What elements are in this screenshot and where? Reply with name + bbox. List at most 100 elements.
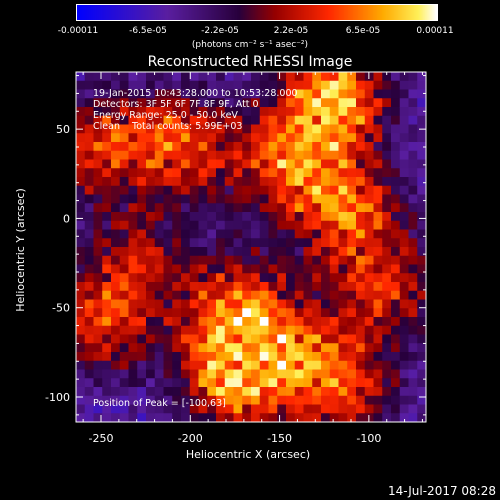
heatmap-cell	[321, 273, 331, 283]
heatmap-cell	[128, 369, 138, 379]
heatmap-cell	[93, 395, 103, 405]
heatmap-cell	[207, 107, 217, 117]
heatmap-cell	[76, 72, 86, 82]
heatmap-cell	[146, 185, 156, 195]
heatmap-cell	[277, 89, 287, 99]
heatmap-cell	[137, 404, 147, 414]
heatmap-cell	[259, 220, 269, 230]
heatmap-cell	[76, 98, 86, 108]
heatmap-cell	[207, 413, 217, 423]
heatmap-cell	[137, 229, 147, 239]
heatmap-cell	[373, 80, 383, 90]
heatmap-cell	[172, 404, 182, 414]
heatmap-cell	[216, 369, 226, 379]
heatmap-cell	[137, 378, 147, 388]
heatmap-cell	[154, 282, 164, 292]
heatmap-cell	[399, 255, 409, 265]
heatmap-cell	[181, 142, 191, 152]
heatmap-cell	[259, 150, 269, 160]
heatmap-cell	[408, 387, 418, 397]
heatmap-cell	[408, 325, 418, 335]
heatmap-cell	[408, 299, 418, 309]
heatmap-cell	[268, 212, 278, 222]
heatmap-cell	[373, 360, 383, 370]
heatmap-cell	[233, 282, 243, 292]
heatmap-cell	[294, 80, 304, 90]
heatmap-cell	[198, 115, 208, 125]
heatmap-cell	[189, 395, 199, 405]
heatmap-cell	[251, 317, 261, 327]
heatmap-cell	[373, 264, 383, 274]
heatmap-cell	[76, 142, 86, 152]
heatmap-cell	[207, 150, 217, 160]
heatmap-cell	[224, 133, 234, 143]
heatmap-cell	[242, 317, 252, 327]
heatmap-cell	[268, 369, 278, 379]
heatmap-cell	[364, 404, 374, 414]
heatmap-cell	[391, 142, 401, 152]
heatmap-cell	[242, 150, 252, 160]
heatmap-cell	[356, 299, 366, 309]
heatmap-cell	[356, 212, 366, 222]
heatmap-cell	[242, 98, 252, 108]
heatmap-cell	[277, 352, 287, 362]
heatmap-cell	[224, 238, 234, 248]
x-tick-label: -200	[178, 432, 203, 445]
heatmap-cell	[93, 72, 103, 82]
heatmap-cell	[277, 220, 287, 230]
heatmap-cell	[277, 185, 287, 195]
heatmap-cell	[303, 343, 313, 353]
heatmap-cell	[364, 124, 374, 134]
heatmap-cell	[321, 133, 331, 143]
heatmap-cell	[417, 220, 427, 230]
heatmap-cell	[329, 273, 339, 283]
heatmap-cell	[154, 115, 164, 125]
heatmap-cell	[399, 212, 409, 222]
heatmap-cell	[198, 395, 208, 405]
heatmap-cell	[102, 247, 112, 257]
heatmap-cell	[303, 352, 313, 362]
heatmap-cell	[163, 124, 173, 134]
heatmap-cell	[102, 413, 112, 423]
heatmap-cell	[329, 378, 339, 388]
heatmap-cell	[84, 80, 94, 90]
heatmap-cell	[76, 115, 86, 125]
heatmap-cell	[111, 264, 121, 274]
heatmap-cell	[207, 360, 217, 370]
heatmap-cell	[163, 264, 173, 274]
heatmap-cell	[233, 89, 243, 99]
heatmap-cell	[303, 317, 313, 327]
heatmap-cell	[207, 299, 217, 309]
heatmap-cell	[207, 194, 217, 204]
heatmap-cell	[391, 395, 401, 405]
colorbar-tick: 6.5e-05	[345, 26, 381, 36]
heatmap-cell	[251, 378, 261, 388]
heatmap-cell	[76, 264, 86, 274]
heatmap-cell	[181, 264, 191, 274]
heatmap-cell	[277, 133, 287, 143]
heatmap-cell	[137, 238, 147, 248]
heatmap-cell	[128, 299, 138, 309]
heatmap-cell	[347, 185, 357, 195]
heatmap-cell	[408, 238, 418, 248]
heatmap-cell	[382, 378, 392, 388]
heatmap-cell	[137, 98, 147, 108]
heatmap-cell	[347, 343, 357, 353]
heatmap-cell	[382, 220, 392, 230]
heatmap-cell	[198, 212, 208, 222]
heatmap-cell	[198, 387, 208, 397]
heatmap-cell	[119, 72, 129, 82]
heatmap-cell	[399, 142, 409, 152]
heatmap-cell	[321, 72, 331, 82]
heatmap-cell	[321, 299, 331, 309]
heatmap-cell	[233, 360, 243, 370]
heatmap-cell	[338, 142, 348, 152]
heatmap-cell	[321, 404, 331, 414]
heatmap-cell	[251, 299, 261, 309]
heatmap-cell	[146, 387, 156, 397]
heatmap-cell	[137, 80, 147, 90]
heatmap-cell	[207, 343, 217, 353]
heatmap-cell	[259, 98, 269, 108]
heatmap-cell	[356, 168, 366, 178]
heatmap-cell	[189, 124, 199, 134]
